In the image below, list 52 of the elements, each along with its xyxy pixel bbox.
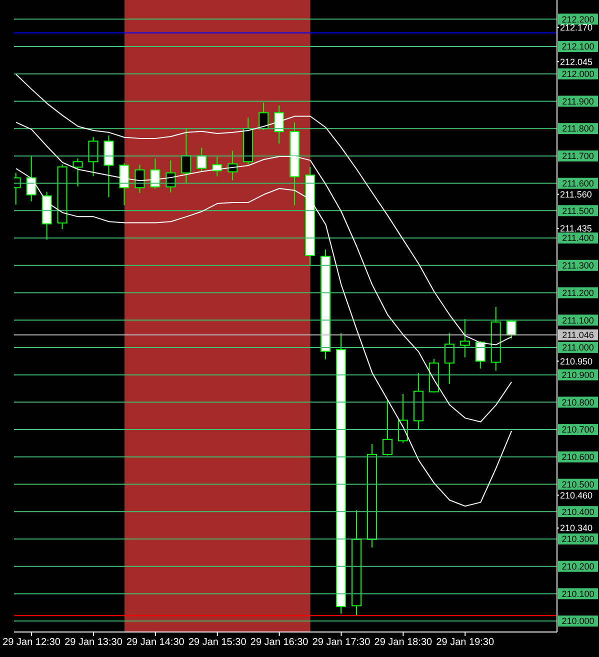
ref-line-label: 210.700 [562, 424, 594, 435]
y-tick-label: 212.170 [560, 22, 593, 33]
x-tick-label: 29 Jan 17:30 [312, 637, 371, 648]
ref-line-label: 210.200 [562, 561, 594, 572]
candlestick [274, 104, 284, 144]
candlestick [228, 150, 238, 181]
candlestick [72, 158, 83, 187]
candlestick [444, 332, 454, 384]
candlestick [88, 136, 98, 177]
x-tick-label: 29 Jan 14:30 [126, 637, 185, 648]
ref-line-label: 212.200 [562, 14, 594, 24]
ref-line-label: 212.100 [562, 42, 594, 52]
line-series [16, 122, 512, 422]
ref-line-label: 211.500 [562, 206, 594, 216]
x-tick-label: 29 Jan 18:30 [374, 637, 433, 648]
candlestick [460, 318, 470, 358]
candlestick [382, 399, 392, 456]
candlestick [181, 128, 192, 184]
candlestick [119, 162, 130, 206]
line-series [16, 168, 512, 507]
ref-line-label: 210.100 [562, 588, 594, 599]
x-tick-label: 29 Jan 15:30 [188, 637, 247, 648]
ref-line-label: 210.000 [562, 616, 594, 626]
ref-line-label: 210.600 [562, 452, 594, 462]
x-tick-label: 29 Jan 12:30 [2, 637, 61, 648]
ref-line-label: 212.000 [562, 69, 594, 80]
y-tick-label: 211.560 [560, 189, 592, 200]
x-tick-label: 29 Jan 16:30 [250, 637, 309, 648]
ref-line-label: 210.900 [562, 370, 594, 380]
x-tick-label: 29 Jan 13:30 [64, 637, 123, 648]
ref-line-label: 211.700 [562, 151, 594, 162]
ref-line-label: 211.046 [562, 330, 594, 340]
ref-line-label: 211.200 [562, 288, 594, 298]
candlestick [150, 158, 160, 190]
ref-line-label: 211.900 [562, 96, 594, 106]
x-tick-label: 29 Jan 19:30 [436, 637, 494, 648]
candlestick [196, 147, 207, 172]
ref-line-label: 211.600 [562, 178, 594, 188]
y-tick-label: 212.045 [560, 56, 593, 67]
ref-line-label: 211.300 [562, 260, 594, 271]
ref-line-label: 210.500 [562, 479, 594, 490]
y-tick-label: 210.950 [560, 356, 593, 366]
ref-line-label: 211.000 [562, 342, 594, 353]
ref-line-label: 210.800 [562, 397, 594, 408]
ref-line-label: 211.400 [562, 233, 594, 244]
ref-line-label: 210.300 [562, 534, 594, 544]
ref-line-label: 210.400 [562, 506, 594, 517]
ref-line-label: 211.800 [562, 124, 594, 134]
y-tick-label: 211.435 [560, 224, 592, 234]
y-tick-label: 210.460 [560, 490, 593, 500]
ref-line-label: 211.100 [562, 315, 594, 326]
y-tick-label: 210.340 [560, 523, 593, 534]
